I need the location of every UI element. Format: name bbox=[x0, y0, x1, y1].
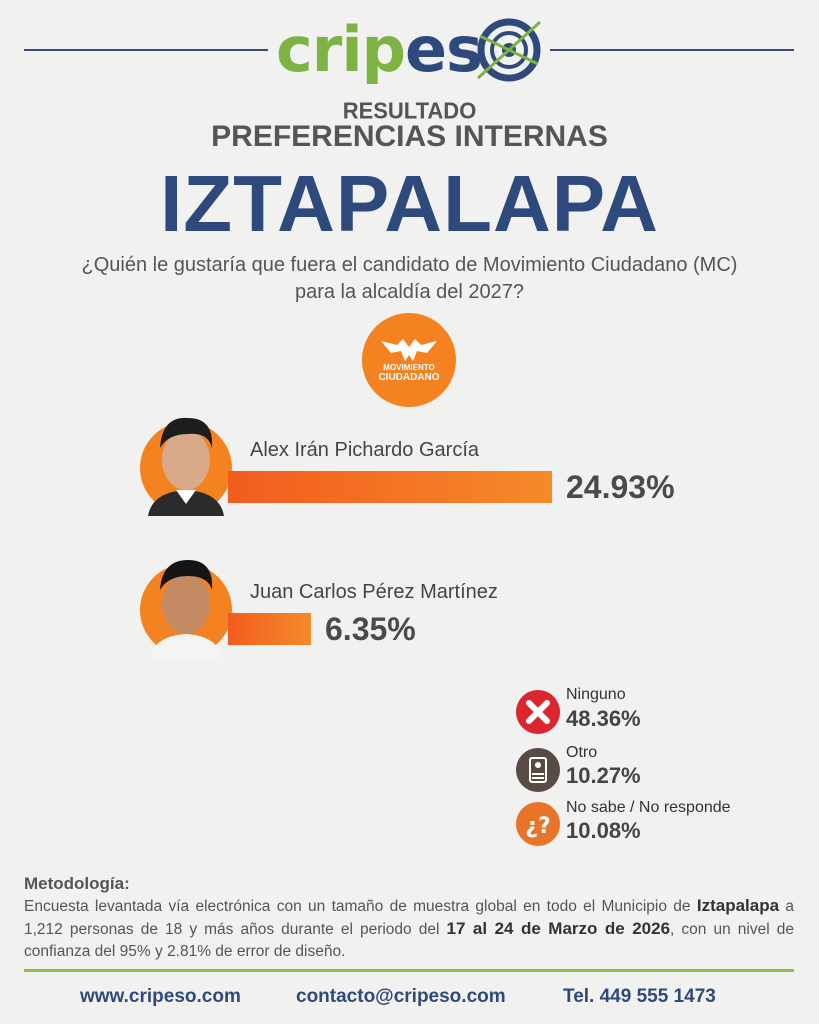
question-line-2: para la alcaldía del 2027? bbox=[294, 281, 525, 303]
header-rule-right bbox=[550, 49, 794, 51]
candidate-percentage: 24.93% bbox=[566, 469, 675, 505]
methodology-municipality: Iztapalapa bbox=[696, 896, 780, 915]
other-label: Ninguno bbox=[566, 686, 626, 703]
other-value: 48.36% bbox=[566, 706, 641, 731]
result-title: PREFERENCIAS INTERNAS bbox=[211, 120, 608, 153]
party-logo: MOVIMIENTO CIUDADANO bbox=[362, 313, 456, 407]
brand-logo: cripes bbox=[270, 10, 560, 90]
methodology-text-part: Encuesta levantada vía electrónica con u… bbox=[24, 898, 697, 915]
candidate-photo bbox=[140, 560, 232, 658]
methodology-dates: 17 al 24 de Marzo de 2026 bbox=[446, 919, 671, 938]
headline: IZTAPALAPA bbox=[160, 159, 659, 248]
methodology-title: Metodología: bbox=[24, 874, 130, 893]
survey-question: ¿Quién le gustaría que fuera el candidat… bbox=[40, 252, 779, 306]
phone-number[interactable]: Tel. 449 555 1473 bbox=[563, 986, 716, 1007]
question-line-1: ¿Quién le gustaría que fuera el candidat… bbox=[81, 254, 738, 276]
svg-text:¿?: ¿? bbox=[525, 814, 551, 839]
candidate-bar bbox=[228, 613, 311, 645]
methodology-text-part: a 1,212 personas de 18 y más años durant… bbox=[24, 898, 794, 938]
other-value: 10.27% bbox=[566, 763, 641, 788]
methodology-text: Encuesta levantada vía electrónica con u… bbox=[24, 895, 794, 963]
x-icon bbox=[516, 690, 560, 734]
candidate-name: Alex Irán Pichardo García bbox=[250, 439, 479, 461]
methodology-text-part: , con un nivel de confianza del 95% y 2.… bbox=[24, 921, 794, 960]
party-name-line-1: MOVIMIENTO bbox=[383, 363, 435, 372]
result-subtitle: RESULTADO bbox=[342, 97, 477, 124]
email-link[interactable]: contacto@cripeso.com bbox=[296, 986, 506, 1007]
brand-part-1: crip bbox=[276, 13, 406, 86]
candidate-name: Juan Carlos Pérez Martínez bbox=[250, 581, 498, 603]
candidate-percentage: 6.35% bbox=[325, 611, 416, 647]
brand-part-2: es bbox=[404, 13, 483, 86]
header-rule-left bbox=[24, 49, 268, 51]
other-label: No sabe / No responde bbox=[566, 799, 731, 816]
eagle-icon bbox=[381, 339, 437, 361]
website-link[interactable]: www.cripeso.com bbox=[80, 986, 241, 1007]
party-name-line-2: CIUDADANO bbox=[378, 372, 440, 383]
target-icon bbox=[476, 18, 542, 82]
ballot-icon bbox=[516, 748, 560, 792]
candidate-photo bbox=[140, 417, 232, 516]
other-value: 10.08% bbox=[566, 818, 641, 843]
candidate-bar bbox=[228, 471, 552, 503]
question-icon: ¿? bbox=[516, 802, 560, 846]
footer-divider bbox=[24, 969, 794, 972]
other-label: Otro bbox=[566, 744, 598, 761]
